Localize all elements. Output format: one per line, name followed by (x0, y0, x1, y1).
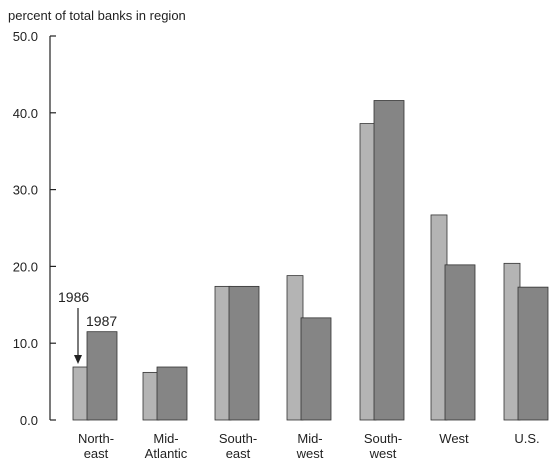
category-label: West (439, 431, 469, 446)
category-label: South- (219, 431, 257, 446)
bar-1987-2 (228, 285, 260, 421)
bar-1986-0 (72, 366, 90, 421)
category-label: west (369, 446, 397, 461)
category-label: west (296, 446, 324, 461)
category-label: Mid- (153, 431, 178, 446)
category-label: east (226, 446, 251, 461)
y-tick-label: 0.0 (20, 413, 38, 428)
bar-1987-6 (517, 286, 549, 421)
category-label: U.S. (514, 431, 539, 446)
category-label: Mid- (297, 431, 322, 446)
year-annotations: 1986 1987 (58, 289, 117, 364)
bar-1987-1 (156, 366, 188, 421)
y-axis: 0.0 10.0 20.0 30.0 40.0 50.0 (13, 29, 56, 428)
bar-1986-6 (503, 262, 521, 421)
y-tick-label: 40.0 (13, 106, 38, 121)
annotation-1987: 1987 (86, 313, 117, 329)
category-label: North- (78, 431, 114, 446)
bar-1987-5 (444, 264, 476, 421)
bar-1987-0 (86, 331, 118, 421)
annotation-1986: 1986 (58, 289, 89, 305)
annotation-arrow-head (74, 355, 82, 364)
bar-1987-3 (300, 317, 332, 421)
y-tick-label: 30.0 (13, 183, 38, 198)
category-label: South- (364, 431, 402, 446)
category-label: east (84, 446, 109, 461)
y-axis-title: percent of total banks in region (8, 8, 186, 23)
bar-1987-4 (373, 100, 405, 421)
y-tick-label: 10.0 (13, 336, 38, 351)
x-axis-labels: North-eastMid-AtlanticSouth-eastMid-west… (78, 431, 540, 461)
bars (72, 100, 549, 421)
category-label: Atlantic (145, 446, 188, 461)
y-tick-label: 50.0 (13, 29, 38, 44)
y-tick-label: 20.0 (13, 259, 38, 274)
